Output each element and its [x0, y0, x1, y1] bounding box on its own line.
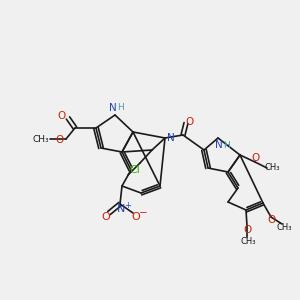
Text: N: N — [109, 103, 117, 113]
Text: O: O — [252, 153, 260, 163]
Text: O: O — [102, 212, 110, 222]
Text: CH₃: CH₃ — [264, 163, 280, 172]
Text: O: O — [132, 212, 140, 222]
Text: O: O — [244, 225, 252, 235]
Text: −: − — [139, 208, 147, 218]
Text: N: N — [215, 140, 223, 150]
Text: +: + — [124, 200, 131, 209]
Text: H: H — [223, 140, 230, 149]
Text: O: O — [56, 135, 64, 145]
Text: CH₃: CH₃ — [33, 134, 49, 143]
Text: N: N — [117, 204, 125, 214]
Text: N: N — [167, 133, 175, 143]
Text: Cl: Cl — [130, 165, 140, 175]
Text: O: O — [186, 117, 194, 127]
Text: CH₃: CH₃ — [276, 223, 292, 232]
Text: H: H — [117, 103, 123, 112]
Text: O: O — [268, 215, 276, 225]
Text: CH₃: CH₃ — [240, 236, 256, 245]
Text: O: O — [58, 111, 66, 121]
